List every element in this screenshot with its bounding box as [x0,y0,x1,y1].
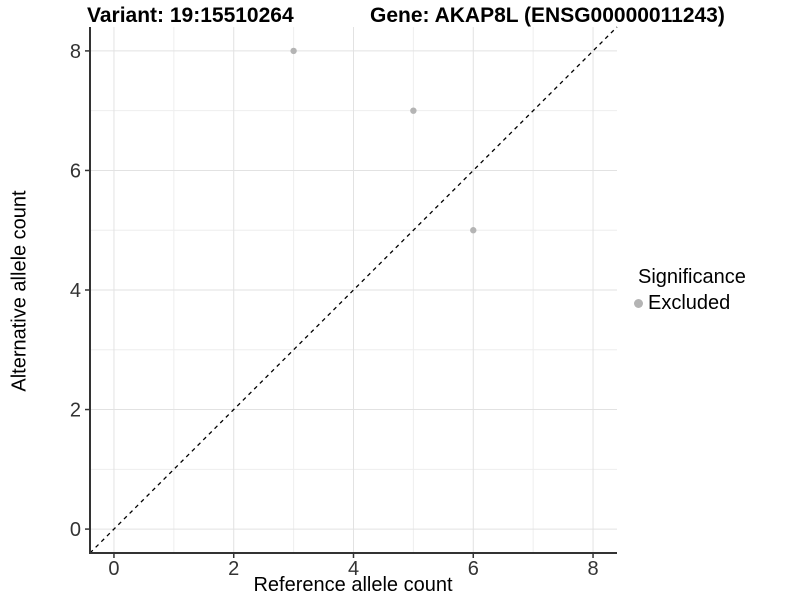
y-tick-label: 4 [70,280,81,302]
x-tick-label: 0 [108,558,119,580]
legend-title: Significance [638,266,746,288]
legend: Significance Excluded [630,265,746,315]
y-tick-label: 2 [70,400,81,422]
data-point [410,107,417,114]
plot-title-variant: Variant: 19:15510264 [87,4,294,27]
x-tick-label: 8 [587,558,598,580]
x-axis-title: Reference allele count [253,574,453,596]
legend-point-icon [634,298,643,308]
legend-item-label: Excluded [648,292,731,314]
data-point [470,227,477,234]
plot-title-gene: Gene: AKAP8L (ENSG00000011243) [370,4,725,27]
x-tick-label: 2 [228,558,239,580]
y-tick-label: 6 [70,160,81,182]
x-tick-label: 6 [468,558,479,580]
legend-item-excluded: Excluded [630,291,746,315]
y-tick-label: 8 [70,41,81,63]
x-tick-label: 4 [348,558,359,580]
y-tick-label: 0 [70,519,81,541]
data-point [290,47,297,55]
